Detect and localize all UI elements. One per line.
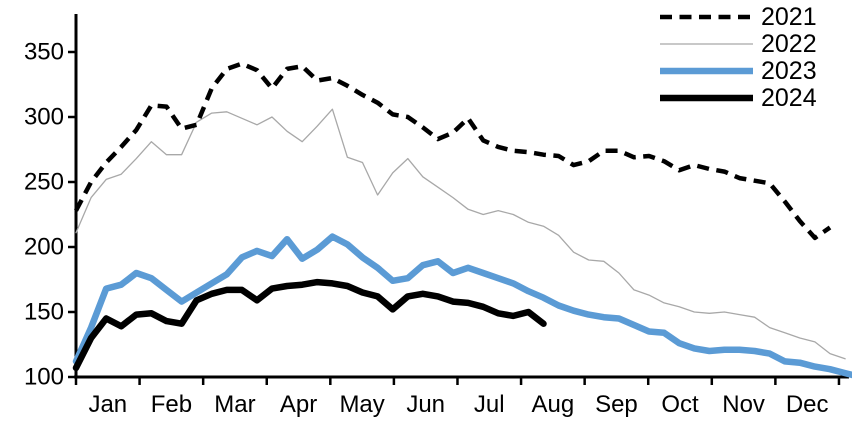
series-line-2023 — [72, 233, 852, 379]
y-tick-label: 150 — [24, 299, 64, 326]
series-line-2021 — [74, 61, 832, 241]
y-tick-label: 200 — [24, 234, 64, 261]
x-month-label-mar: Mar — [214, 391, 255, 418]
x-month-label-oct: Oct — [661, 391, 699, 418]
y-tick-label: 250 — [24, 169, 64, 196]
x-month-label-nov: Nov — [722, 391, 765, 418]
x-month-label-sep: Sep — [595, 391, 638, 418]
x-month-label-jan: Jan — [88, 391, 127, 418]
legend-label-2022: 2022 — [761, 30, 817, 58]
x-month-label-jul: Jul — [474, 391, 505, 418]
x-month-label-apr: Apr — [280, 391, 317, 418]
y-tick-label: 100 — [24, 364, 64, 391]
legend-item-2023: 2023 — [660, 57, 817, 85]
legend-item-2024: 2024 — [660, 84, 817, 112]
x-month-label-jun: Jun — [406, 391, 445, 418]
legend-item-2021: 2021 — [660, 3, 817, 31]
legend-label-2023: 2023 — [761, 57, 817, 85]
x-month-label-may: May — [339, 391, 384, 418]
y-tick-label: 350 — [24, 39, 64, 66]
legend-label-2024: 2024 — [761, 84, 817, 112]
legend-item-2022: 2022 — [660, 30, 817, 58]
series-line-2024 — [72, 278, 547, 372]
y-tick-label: 300 — [24, 104, 64, 131]
x-month-label-dec: Dec — [786, 391, 829, 418]
series-line-2022 — [75, 108, 846, 360]
x-month-label-aug: Aug — [531, 391, 574, 418]
legend-label-2021: 2021 — [761, 3, 817, 31]
x-month-label-feb: Feb — [151, 391, 192, 418]
